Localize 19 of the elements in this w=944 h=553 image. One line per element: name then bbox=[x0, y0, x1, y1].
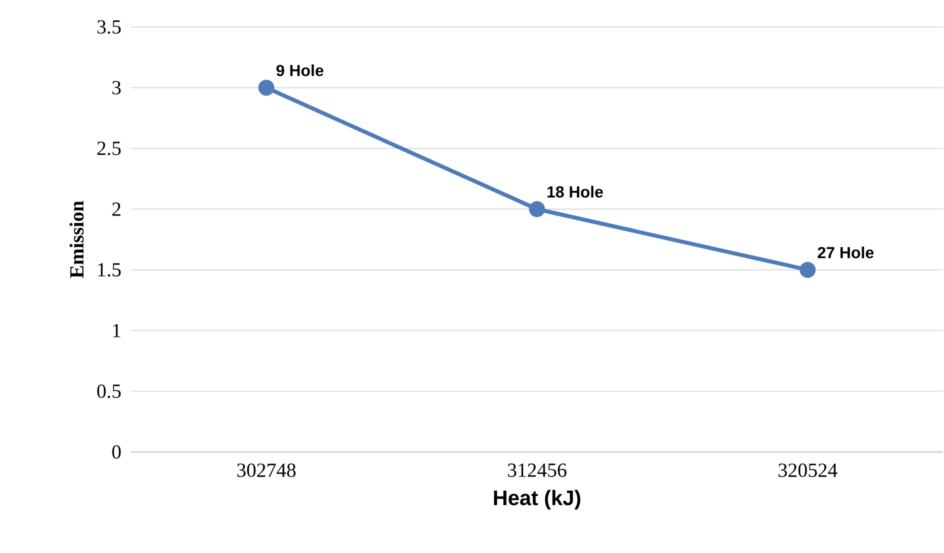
y-tick-label: 3 bbox=[112, 80, 121, 94]
x-axis-title: Heat (kJ) bbox=[494, 490, 580, 510]
y-tick-label: 2 bbox=[112, 202, 120, 216]
x-tick-label: 312456 bbox=[508, 464, 566, 477]
annotation: 18 Hole bbox=[548, 186, 603, 198]
annotation: 9 Hole bbox=[276, 64, 324, 76]
y-tick-label: 0 bbox=[112, 445, 121, 459]
annotation: 27 Hole bbox=[818, 246, 874, 258]
x-tick-label: 320524 bbox=[778, 464, 838, 478]
y-tick-label: 1 bbox=[113, 324, 120, 338]
y-tick-label: 2.5 bbox=[97, 142, 121, 156]
y-tick-label: 1.5 bbox=[98, 263, 121, 277]
x-tick-label: 302748 bbox=[237, 464, 296, 478]
y-axis-title: Emission bbox=[70, 200, 84, 278]
y-tick-label: 0.5 bbox=[97, 384, 121, 398]
y-tick-label: 3.5 bbox=[97, 20, 121, 34]
point bbox=[258, 80, 274, 96]
point bbox=[800, 262, 816, 278]
point bbox=[529, 201, 546, 218]
